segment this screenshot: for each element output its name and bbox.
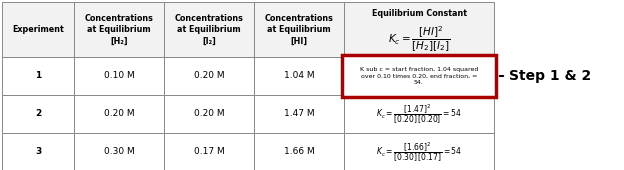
Bar: [164, 2, 254, 57]
Bar: [2, 2, 74, 57]
Text: Concentrations
at Equilibrium
[I₂]: Concentrations at Equilibrium [I₂]: [175, 14, 243, 45]
Bar: [254, 95, 344, 133]
Bar: [254, 133, 344, 170]
Text: 0.20 M: 0.20 M: [104, 109, 134, 118]
Text: 0.17 M: 0.17 M: [193, 148, 225, 157]
Text: 0.20 M: 0.20 M: [193, 109, 224, 118]
Text: $K_c = \dfrac{[HI]^2}{[H_2][I_2]}$: $K_c = \dfrac{[HI]^2}{[H_2][I_2]}$: [388, 24, 451, 53]
Text: 1.66 M: 1.66 M: [284, 148, 314, 157]
Bar: [74, 2, 164, 57]
Bar: [2, 133, 74, 170]
Bar: [74, 133, 164, 170]
Bar: [74, 57, 164, 95]
Text: $K_c = \dfrac{[1.47]^2}{[0.20]\,[0.20]} = 54$: $K_c = \dfrac{[1.47]^2}{[0.20]\,[0.20]} …: [376, 102, 462, 126]
Text: 0.10 M: 0.10 M: [104, 72, 134, 81]
Bar: [342, 55, 496, 97]
Text: Experiment: Experiment: [12, 25, 64, 34]
Bar: [344, 133, 494, 170]
Text: 1.04 M: 1.04 M: [284, 72, 314, 81]
Bar: [2, 57, 74, 95]
Text: 0.20 M: 0.20 M: [193, 72, 224, 81]
Text: 1.47 M: 1.47 M: [284, 109, 314, 118]
Text: 0.30 M: 0.30 M: [104, 148, 134, 157]
Bar: [74, 95, 164, 133]
Text: K sub c = start fraction, 1.04 squared
over 0.10 times 0.20, end fraction, =
54.: K sub c = start fraction, 1.04 squared o…: [360, 66, 478, 86]
Text: Step 1 & 2: Step 1 & 2: [509, 69, 592, 83]
Text: Concentrations
at Equilibrium
[HI]: Concentrations at Equilibrium [HI]: [265, 14, 333, 45]
Text: $K_c = \dfrac{[1.66]^2}{[0.30]\,[0.17]} = 54$: $K_c = \dfrac{[1.66]^2}{[0.30]\,[0.17]} …: [376, 140, 462, 164]
Bar: [254, 57, 344, 95]
Bar: [164, 57, 254, 95]
Bar: [164, 95, 254, 133]
Bar: [2, 95, 74, 133]
Text: 1: 1: [35, 72, 41, 81]
Text: 3: 3: [35, 148, 41, 157]
Text: 2: 2: [35, 109, 41, 118]
Bar: [164, 133, 254, 170]
Text: Equilibrium Constant: Equilibrium Constant: [371, 9, 467, 18]
Bar: [254, 2, 344, 57]
Text: Concentrations
at Equilibrium
[H₂]: Concentrations at Equilibrium [H₂]: [85, 14, 154, 45]
Bar: [344, 95, 494, 133]
Bar: [344, 57, 494, 95]
Bar: [344, 2, 494, 57]
